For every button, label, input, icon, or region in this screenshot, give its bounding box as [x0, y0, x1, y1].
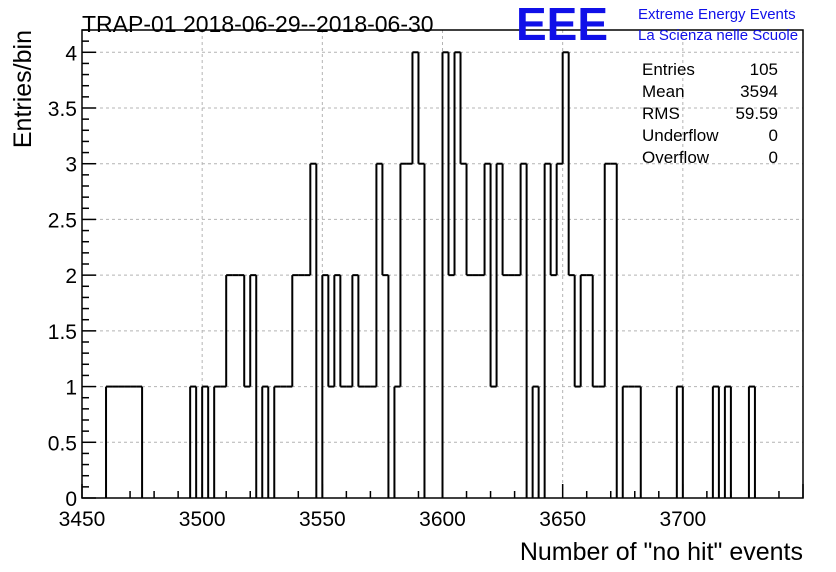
stats-label: Overflow — [642, 148, 710, 167]
y-tick-label: 3 — [65, 154, 77, 177]
stats-value: 3594 — [740, 82, 778, 101]
axis-ticks — [81, 29, 804, 499]
y-tick-label: 4 — [65, 42, 77, 65]
x-tick-label: 3600 — [419, 508, 466, 531]
stats-value: 105 — [750, 60, 778, 79]
y-tick-label: 1 — [65, 377, 77, 400]
y-tick-label: 2.5 — [48, 209, 77, 232]
logo-line-1: Extreme Energy Events — [638, 6, 796, 23]
y-tick-label: 1.5 — [48, 321, 77, 344]
stats-value: 59.59 — [735, 104, 778, 123]
logo-line-2: La Scienza nelle Scuole — [638, 27, 798, 44]
stats-value: 0 — [769, 148, 778, 167]
x-tick-label: 3700 — [659, 508, 706, 531]
x-axis-title: Number of "no hit" events — [520, 538, 803, 566]
x-tick-label: 3550 — [299, 508, 346, 531]
y-tick-label: 2 — [65, 265, 77, 288]
chart-title: TRAP-01 2018-06-29--2018-06-30 — [82, 11, 434, 37]
y-axis-title: Entries/bin — [9, 30, 37, 148]
y-tick-label: 3.5 — [48, 98, 77, 121]
stats-box: Entries 105 Mean 3594 RMS 59.59 Underflow 0 Over… — [642, 60, 778, 167]
y-tick-label: 0.5 — [48, 432, 77, 455]
logo-mark: EEE — [516, 0, 608, 50]
stats-value: 0 — [769, 126, 778, 145]
stats-label: Underflow — [642, 126, 719, 145]
eee-logo: EEE Extreme Energy Events La Scienza nel… — [516, 0, 798, 50]
x-tick-label: 3650 — [539, 508, 586, 531]
y-tick-label: 0 — [65, 488, 77, 511]
stats-label: Mean — [642, 82, 685, 101]
stats-label: RMS — [642, 104, 680, 123]
stats-label: Entries — [642, 60, 695, 79]
x-tick-label: 3500 — [179, 508, 226, 531]
x-tick-label: 3450 — [59, 508, 106, 531]
histogram-series — [105, 51, 756, 498]
axis-tick-labels: 3450 3500 3550 3600 3650 3700 0 0.5 1 1.5 2 2.5 3 3.5… — [48, 42, 706, 531]
